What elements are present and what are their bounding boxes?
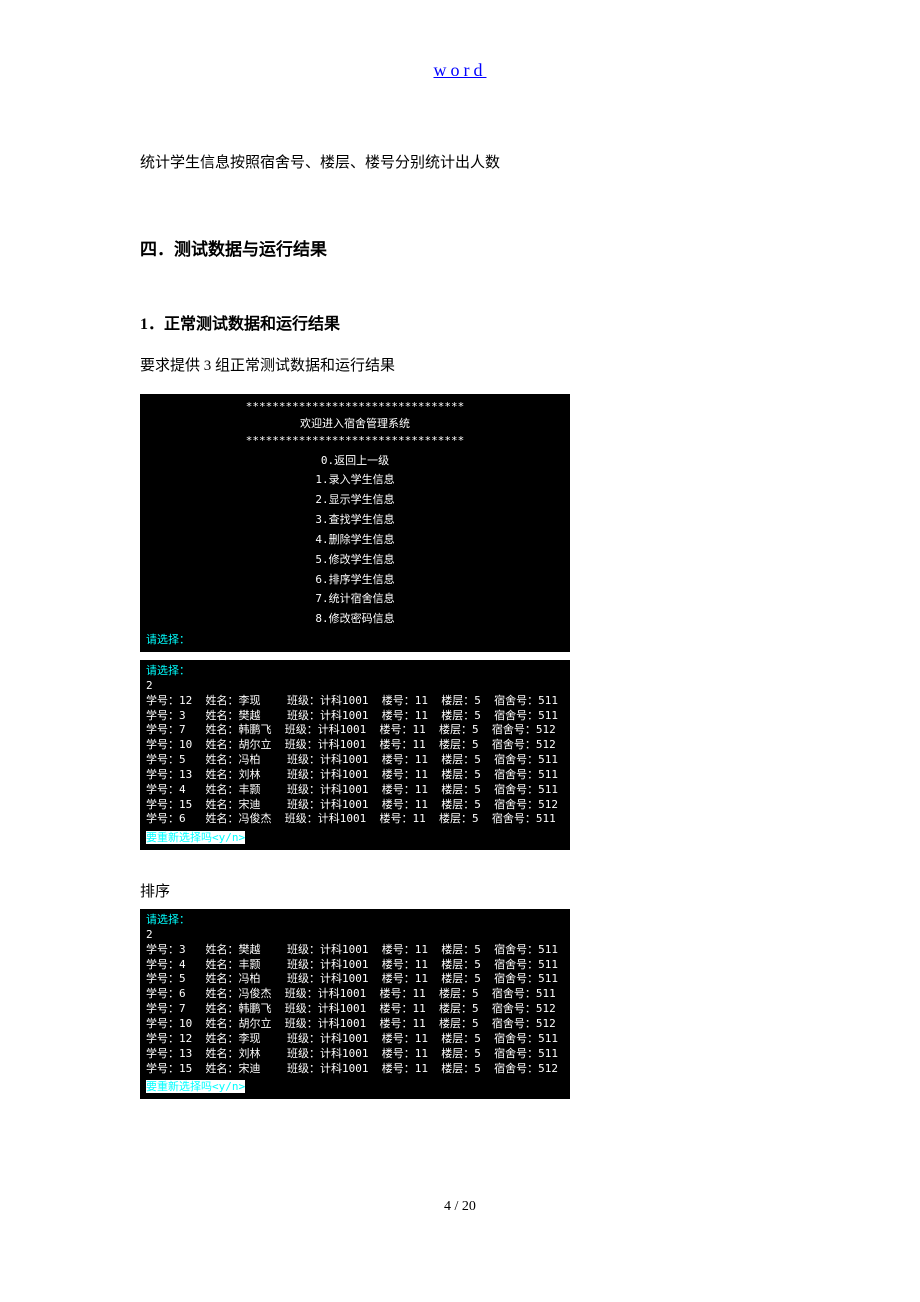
- t2-prompt: 请选择：: [146, 913, 190, 926]
- t1-prompt: 请选择：: [146, 664, 190, 677]
- menu-item-6: 6.排序学生信息: [146, 573, 564, 588]
- data-row: 学号：12 姓名：李现 班级：计科1001 楼号：11 楼层：5 宿舍号：511: [146, 694, 564, 709]
- menu-item-7: 7.统计宿舍信息: [146, 592, 564, 607]
- data-row: 学号：7 姓名：韩鹏飞 班级：计科1001 楼号：11 楼层：5 宿舍号：512: [146, 723, 564, 738]
- menu-item-1: 1.录入学生信息: [146, 473, 564, 488]
- t2-choice: 2: [146, 928, 564, 943]
- data-row: 学号：12 姓名：李现 班级：计科1001 楼号：11 楼层：5 宿舍号：511: [146, 1032, 564, 1047]
- menu-item-2: 2.显示学生信息: [146, 493, 564, 508]
- menu-welcome: 欢迎进入宿舍管理系统: [146, 417, 564, 432]
- data-row: 学号：3 姓名：樊越 班级：计科1001 楼号：11 楼层：5 宿舍号：511: [146, 943, 564, 958]
- data-row: 学号：10 姓名：胡尔立 班级：计科1001 楼号：11 楼层：5 宿舍号：51…: [146, 1017, 564, 1032]
- console-listing-2: 请选择： 2 学号：3 姓名：樊越 班级：计科1001 楼号：11 楼层：5 宿…: [140, 909, 570, 1099]
- menu-item-4: 4.删除学生信息: [146, 533, 564, 548]
- data-row: 学号：15 姓名：宋迪 班级：计科1001 楼号：11 楼层：5 宿舍号：512: [146, 798, 564, 813]
- document-page: word 统计学生信息按照宿舍号、楼层、楼号分别统计出人数 四．测试数据与运行结…: [0, 0, 920, 1255]
- section-4-title: 四．测试数据与运行结果: [140, 235, 780, 260]
- data-row: 学号：5 姓名：冯柏 班级：计科1001 楼号：11 楼层：5 宿舍号：511: [146, 972, 564, 987]
- console-menu: ********************************* 欢迎进入宿舍…: [140, 394, 570, 652]
- t2-again: 要重新选择吗<y/n>: [146, 1080, 245, 1093]
- stars-top: *********************************: [146, 400, 564, 415]
- data-row: 学号：15 姓名：宋迪 班级：计科1001 楼号：11 楼层：5 宿舍号：512: [146, 1062, 564, 1077]
- data-row: 学号：3 姓名：樊越 班级：计科1001 楼号：11 楼层：5 宿舍号：511: [146, 709, 564, 724]
- intro-paragraph: 统计学生信息按照宿舍号、楼层、楼号分别统计出人数: [140, 151, 780, 175]
- data-row: 学号：10 姓名：胡尔立 班级：计科1001 楼号：11 楼层：5 宿舍号：51…: [146, 738, 564, 753]
- sort-label: 排序: [140, 880, 780, 901]
- console-listing-1: 请选择： 2 学号：12 姓名：李现 班级：计科1001 楼号：11 楼层：5 …: [140, 660, 570, 850]
- data-row: 学号：13 姓名：刘林 班级：计科1001 楼号：11 楼层：5 宿舍号：511: [146, 768, 564, 783]
- menu-item-5: 5.修改学生信息: [146, 553, 564, 568]
- section-4-1-para: 要求提供 3 组正常测试数据和运行结果: [140, 354, 780, 378]
- data-row: 学号：6 姓名：冯俊杰 班级：计科1001 楼号：11 楼层：5 宿舍号：511: [146, 987, 564, 1002]
- stars-bottom: *********************************: [146, 434, 564, 449]
- data-row: 学号：4 姓名：丰颢 班级：计科1001 楼号：11 楼层：5 宿舍号：511: [146, 958, 564, 973]
- data-row: 学号：7 姓名：韩鹏飞 班级：计科1001 楼号：11 楼层：5 宿舍号：512: [146, 1002, 564, 1017]
- header-link[interactable]: word: [140, 60, 780, 81]
- data-row: 学号：5 姓名：冯柏 班级：计科1001 楼号：11 楼层：5 宿舍号：511: [146, 753, 564, 768]
- data-row: 学号：4 姓名：丰颢 班级：计科1001 楼号：11 楼层：5 宿舍号：511: [146, 783, 564, 798]
- page-footer: 4 / 20: [140, 1199, 780, 1215]
- section-4-1-title: 1．正常测试数据和运行结果: [140, 310, 780, 334]
- menu-prompt: 请选择：: [146, 633, 190, 646]
- t1-again: 要重新选择吗<y/n>: [146, 831, 245, 844]
- menu-item-8: 8.修改密码信息: [146, 612, 564, 627]
- t1-choice: 2: [146, 679, 564, 694]
- menu-item-0: 0.返回上一级: [146, 454, 564, 469]
- data-row: 学号：13 姓名：刘林 班级：计科1001 楼号：11 楼层：5 宿舍号：511: [146, 1047, 564, 1062]
- data-row: 学号：6 姓名：冯俊杰 班级：计科1001 楼号：11 楼层：5 宿舍号：511: [146, 812, 564, 827]
- menu-item-3: 3.查找学生信息: [146, 513, 564, 528]
